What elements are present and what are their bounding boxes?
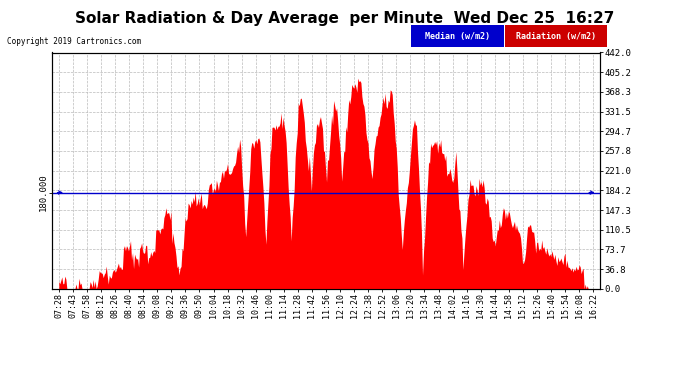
Text: Radiation (w/m2): Radiation (w/m2) [516, 32, 596, 40]
Text: Median (w/m2): Median (w/m2) [424, 32, 490, 40]
Text: Copyright 2019 Cartronics.com: Copyright 2019 Cartronics.com [7, 38, 141, 46]
Text: Solar Radiation & Day Average  per Minute  Wed Dec 25  16:27: Solar Radiation & Day Average per Minute… [75, 11, 615, 26]
